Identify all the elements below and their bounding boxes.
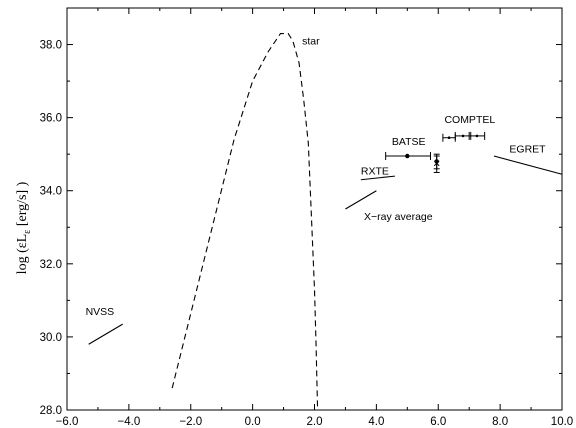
annotation-star: star (302, 36, 320, 48)
x-tick-label: 2.0 (307, 416, 323, 428)
x-tick-label: 8.0 (492, 416, 508, 428)
annotation-batse: BATSE (392, 136, 426, 148)
data-point-comptel (443, 134, 455, 142)
data-marker (405, 154, 409, 158)
x-tick-label: −2.0 (179, 416, 202, 428)
x-tick-label: 10.0 (551, 416, 573, 428)
y-tick-label: 36.0 (40, 113, 62, 125)
annotation-comptel: COMPTEL (444, 114, 495, 126)
y-tick-label: 38.0 (40, 40, 62, 52)
y-axis-label: log (εLε [erg/s] ) (15, 181, 33, 274)
data-point-comptel (469, 132, 484, 140)
data-point-batse (434, 156, 440, 172)
x-tick-label: 6.0 (430, 416, 446, 428)
y-axis-label-prefix: log (εL (15, 234, 30, 274)
plot-frame (67, 8, 562, 410)
annotation-egret: EGRET (509, 143, 546, 155)
y-axis-label-group: log (εLε [erg/s] ) (15, 181, 33, 274)
data-marker (462, 135, 465, 138)
annotation-nvss: NVSS (86, 306, 115, 318)
y-tick-label: 28.0 (40, 405, 62, 417)
series-line-egret (494, 156, 562, 174)
annotation-x-ray-average: X−ray average (364, 211, 433, 223)
y-axis-label-suffix: [erg/s] ) (15, 181, 30, 229)
x-tick-label: −6.0 (56, 416, 79, 428)
series-line-nvss (89, 324, 123, 344)
y-tick-label: 34.0 (40, 186, 62, 198)
x-tick-label: 0.0 (245, 416, 261, 428)
series-line-x-ray-average (345, 191, 376, 209)
data-marker (476, 135, 479, 138)
x-tick-label: 4.0 (368, 416, 384, 428)
data-marker (448, 136, 451, 139)
x-tick-label: −4.0 (118, 416, 141, 428)
data-point-batse (386, 152, 431, 160)
y-tick-label: 32.0 (40, 259, 62, 271)
series-line-star (172, 34, 317, 410)
annotation-rxte: RXTE (361, 165, 389, 177)
y-tick-label: 30.0 (40, 332, 62, 344)
data-point-comptel (455, 132, 470, 140)
